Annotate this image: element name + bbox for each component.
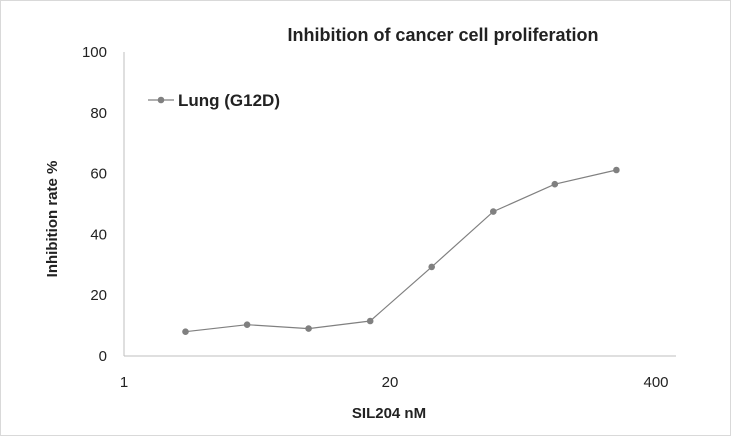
y-axis-label: Inhibition rate % <box>44 161 61 278</box>
data-point <box>305 325 312 332</box>
x-tick-label: 20 <box>382 374 399 391</box>
y-tick-label: 80 <box>90 105 107 122</box>
y-tick-label: 20 <box>90 287 107 304</box>
data-point <box>613 166 620 174</box>
x-tick-label: 1 <box>120 374 128 391</box>
data-point <box>182 328 189 336</box>
data-point <box>490 208 497 215</box>
data-point <box>551 180 559 188</box>
series-group <box>182 166 620 336</box>
data-point <box>243 321 251 329</box>
y-tick-label: 0 <box>99 348 107 365</box>
x-axis-label: SIL204 nM <box>352 405 426 422</box>
y-axis-ticks: 0 20 40 60 80 100 <box>82 44 107 365</box>
x-tick-label: 400 <box>643 374 668 391</box>
y-tick-label: 40 <box>90 226 107 243</box>
x-axis-ticks: 1 20 400 <box>120 374 669 391</box>
series-line <box>185 169 617 333</box>
legend: Lung (G12D) <box>148 91 280 110</box>
y-tick-label: 60 <box>90 166 107 183</box>
data-point <box>366 317 374 325</box>
y-tick-label: 100 <box>82 44 107 61</box>
chart-title: Inhibition of cancer cell proliferation <box>287 25 598 45</box>
legend-label: Lung (G12D) <box>178 91 280 110</box>
legend-marker <box>157 96 165 104</box>
data-point <box>428 263 436 271</box>
